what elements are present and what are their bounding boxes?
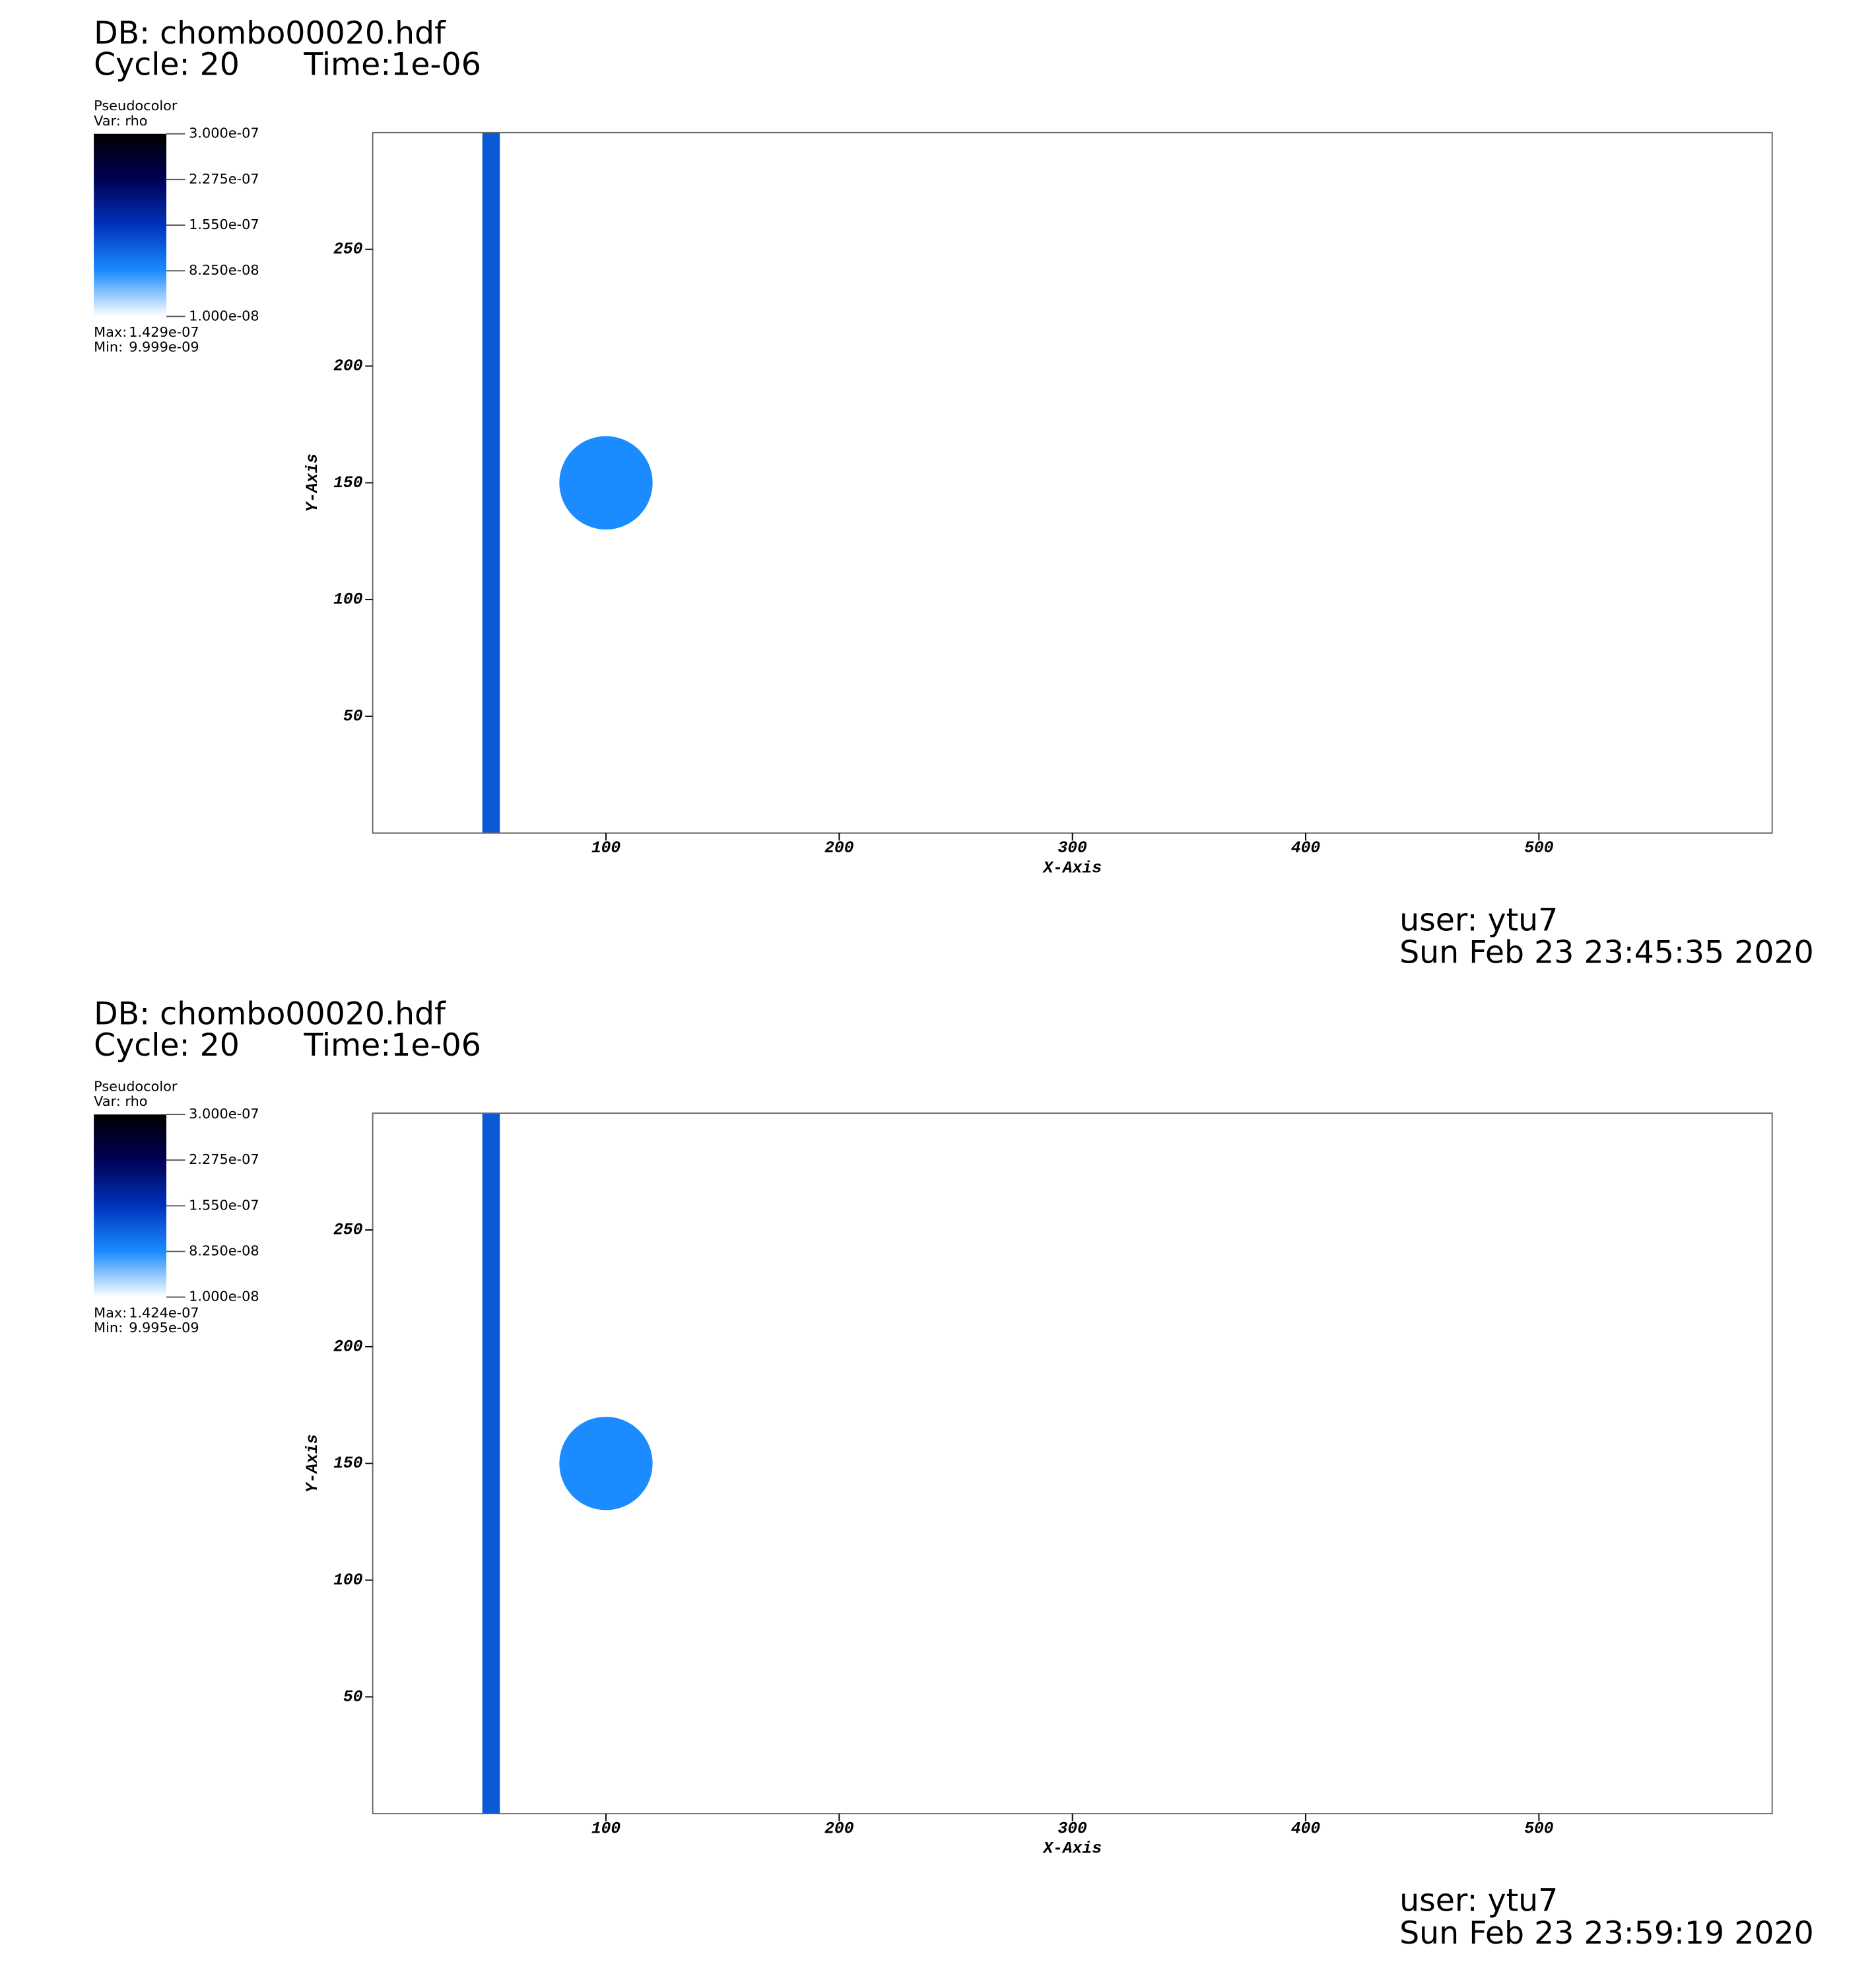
stat-name: Max:	[94, 1305, 127, 1320]
x-tick-label: 200	[824, 840, 854, 858]
x-tick-label: 300	[1058, 1820, 1088, 1838]
stat-value: 1.424e-07	[129, 1305, 199, 1320]
y-tick-label: 200	[333, 358, 363, 376]
stat-name: Min:	[94, 339, 123, 355]
stat-value: 9.995e-09	[129, 1320, 199, 1336]
x-tick-label: 300	[1058, 840, 1088, 858]
x-axis-label: X-Axis	[1042, 860, 1102, 877]
y-tick-label: 150	[333, 475, 363, 493]
y-tick-label: 250	[333, 241, 363, 259]
user: user: ytu7	[1399, 902, 1558, 938]
legend-title: Pseudocolor	[94, 98, 178, 114]
colorbar-label: 8.250e-08	[189, 262, 259, 278]
y-axis-label: Y-Axis	[304, 1434, 322, 1493]
cycle: Cycle: 20	[94, 1027, 240, 1064]
circle	[559, 436, 653, 530]
y-axis-label: Y-Axis	[304, 454, 322, 512]
stripe	[482, 1113, 500, 1814]
y-tick-label: 250	[333, 1222, 363, 1240]
colorbar-label: 8.250e-08	[189, 1243, 259, 1259]
x-axis-label: X-Axis	[1042, 1841, 1102, 1858]
y-tick-label: 50	[343, 708, 363, 726]
colorbar-label: 2.275e-07	[189, 171, 259, 187]
colorbar-label: 1.550e-07	[189, 1197, 259, 1213]
db-title: DB: chombo00020.hdf	[94, 996, 446, 1032]
x-tick-label: 100	[591, 1820, 621, 1838]
time: Time:1e-06	[303, 46, 481, 83]
y-tick-label: 100	[333, 592, 363, 609]
colorbar-label: 1.550e-07	[189, 217, 259, 232]
x-tick-label: 500	[1524, 1820, 1554, 1838]
time: Time:1e-06	[303, 1027, 481, 1064]
x-tick-label: 400	[1291, 840, 1321, 858]
stripe	[482, 132, 500, 833]
date: Sun Feb 23 23:59:19 2020	[1399, 1915, 1814, 1952]
y-tick-label: 150	[333, 1455, 363, 1473]
db-title: DB: chombo00020.hdf	[94, 15, 446, 51]
circle	[559, 1416, 653, 1511]
stat-name: Max:	[94, 324, 127, 340]
colorbar-label: 3.000e-07	[189, 125, 259, 141]
x-tick-label: 100	[591, 840, 621, 858]
colorbar-label: 2.275e-07	[189, 1151, 259, 1167]
x-tick-label: 400	[1291, 1820, 1321, 1838]
colorbar-label: 3.000e-07	[189, 1106, 259, 1122]
legend-title: Pseudocolor	[94, 1078, 178, 1094]
cycle: Cycle: 20	[94, 46, 240, 83]
stat-value: 1.429e-07	[129, 324, 199, 340]
y-tick-label: 100	[333, 1572, 363, 1590]
stat-name: Min:	[94, 1320, 123, 1336]
x-tick-label: 200	[824, 1820, 854, 1838]
stat-value: 9.999e-09	[129, 339, 199, 355]
date: Sun Feb 23 23:45:35 2020	[1399, 935, 1814, 971]
colorbar	[94, 133, 167, 317]
colorbar-label: 1.000e-08	[189, 308, 259, 323]
y-tick-label: 50	[343, 1689, 363, 1707]
legend-var: Var: rho	[94, 1093, 147, 1109]
legend-var: Var: rho	[94, 113, 147, 129]
user: user: ytu7	[1399, 1883, 1558, 1919]
colorbar-label: 1.000e-08	[189, 1289, 259, 1305]
x-tick-label: 500	[1524, 840, 1554, 858]
y-tick-label: 200	[333, 1338, 363, 1356]
colorbar	[94, 1114, 167, 1297]
